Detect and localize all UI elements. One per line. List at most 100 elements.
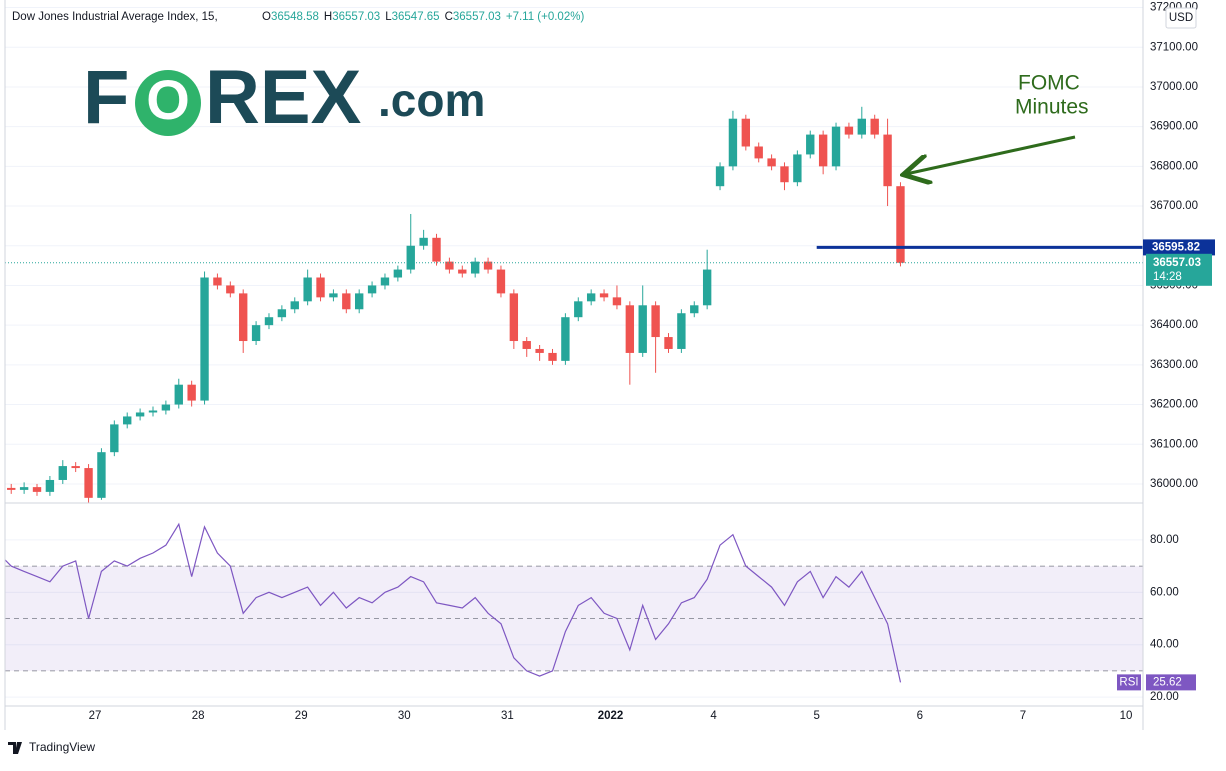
y-tick-label: 37000.00 (1150, 81, 1198, 93)
x-tick-label: 6 (917, 710, 923, 722)
candle-body (123, 416, 132, 425)
ohlc-value: 36557.03 (332, 11, 380, 23)
logo-o: O (146, 68, 190, 131)
candle-body (264, 317, 274, 326)
annotation: Minutes (1015, 96, 1089, 119)
y-tick-label: 60.00 (1150, 586, 1179, 598)
y-tick-label: 36400.00 (1150, 319, 1198, 331)
candle-body (110, 424, 119, 453)
rsi-line (5, 522, 902, 683)
axes: 36000.00 36100.00 36200.00 36300.00 36400.00… (89, 2, 1215, 722)
candle-body (45, 479, 55, 492)
candle-body (226, 285, 235, 294)
candle-body (896, 186, 905, 263)
candle-body (470, 261, 480, 274)
ohlc-label: H (324, 11, 332, 23)
candle-body (535, 348, 544, 353)
countdown: 14:28 (1153, 271, 1182, 283)
candle-body (690, 305, 699, 314)
candle-body (458, 269, 467, 274)
y-tick-label: 36300.00 (1150, 359, 1198, 371)
x-tick-label: 27 (89, 710, 102, 722)
candle-body (728, 118, 738, 167)
x-tick-label: 31 (501, 710, 514, 722)
logo-circle (135, 70, 201, 136)
candle-body (767, 158, 776, 167)
grid (5, 7, 1143, 698)
ohlc-label: O (262, 11, 271, 23)
x-tick-label: 4 (710, 710, 717, 722)
candle-body (496, 269, 506, 294)
candle-body (367, 285, 377, 294)
candle-body (509, 293, 519, 342)
candle-body (612, 297, 622, 306)
candle-body (818, 134, 828, 167)
candle-body (806, 134, 815, 155)
level-label: 36595.82 (1152, 241, 1200, 253)
y-tick-label: 80.00 (1150, 534, 1179, 546)
y-tick-label: 36700.00 (1150, 200, 1198, 212)
x-tick-label: 10 (1120, 710, 1133, 722)
x-tick-label: 30 (398, 710, 411, 722)
candle-body (844, 126, 854, 135)
x-tick-label: 28 (192, 710, 205, 722)
candle-body (329, 293, 338, 298)
annotation-arrow (906, 135, 1076, 174)
candle-body (135, 412, 145, 417)
candle-body (870, 118, 879, 135)
ohlc-label: L (385, 11, 392, 23)
y-tick-label: 40.00 (1150, 639, 1179, 651)
candle-body (277, 309, 287, 318)
candle-body (7, 487, 16, 490)
candle-body (638, 305, 647, 353)
candle-body (651, 305, 660, 338)
ohlc-legend: O36548.58 H36557.03 L36547.65 C36557.03 +7.1… (262, 11, 584, 23)
candle-body (664, 337, 673, 349)
candle-body (574, 301, 583, 318)
candle-body (200, 277, 209, 401)
annotation: FOMC (1018, 72, 1080, 95)
candle-body (831, 126, 841, 167)
candle-body (780, 166, 789, 183)
candle-body (754, 146, 763, 159)
rsi-band (5, 565, 1143, 672)
candle-body (187, 384, 196, 401)
candle-body (406, 245, 415, 270)
candle-body (290, 301, 299, 310)
ohlc-value: 36547.65 (392, 11, 440, 23)
ohlc-label: C (445, 11, 453, 23)
candle-body (419, 237, 428, 246)
x-tick-label: 29 (295, 710, 308, 722)
candle-body (342, 293, 351, 310)
candle-body (213, 277, 222, 286)
ohlc-value: 36548.58 (271, 11, 319, 23)
candle-body (599, 293, 609, 298)
candle-body (303, 277, 312, 302)
rsi-panel (5, 522, 902, 683)
last-price-box (1146, 253, 1212, 286)
candle-body (883, 134, 892, 187)
x-tick-label: 5 (813, 710, 819, 722)
candle-body (355, 293, 364, 310)
candle-body (161, 404, 171, 411)
candle-body (522, 341, 531, 349)
candle-body (84, 468, 93, 498)
candle-body (58, 466, 67, 480)
candle-body (715, 166, 725, 187)
candle-body (677, 313, 686, 349)
candle-body (316, 277, 325, 298)
logo-rex: REX (205, 55, 362, 140)
currency: USD (1169, 12, 1193, 24)
y-tick-label: 36100.00 (1150, 438, 1198, 450)
candle-body (239, 293, 248, 342)
footer: TradingView (29, 740, 95, 754)
candle-body (548, 352, 557, 361)
candle-body (741, 118, 751, 147)
logo: F O REX .com (83, 55, 485, 140)
candle-body (148, 410, 158, 413)
change: +7.11 (+0.02%) (506, 11, 585, 23)
candle-body (857, 118, 866, 135)
candle-body (174, 384, 183, 405)
candle-body (71, 466, 80, 469)
